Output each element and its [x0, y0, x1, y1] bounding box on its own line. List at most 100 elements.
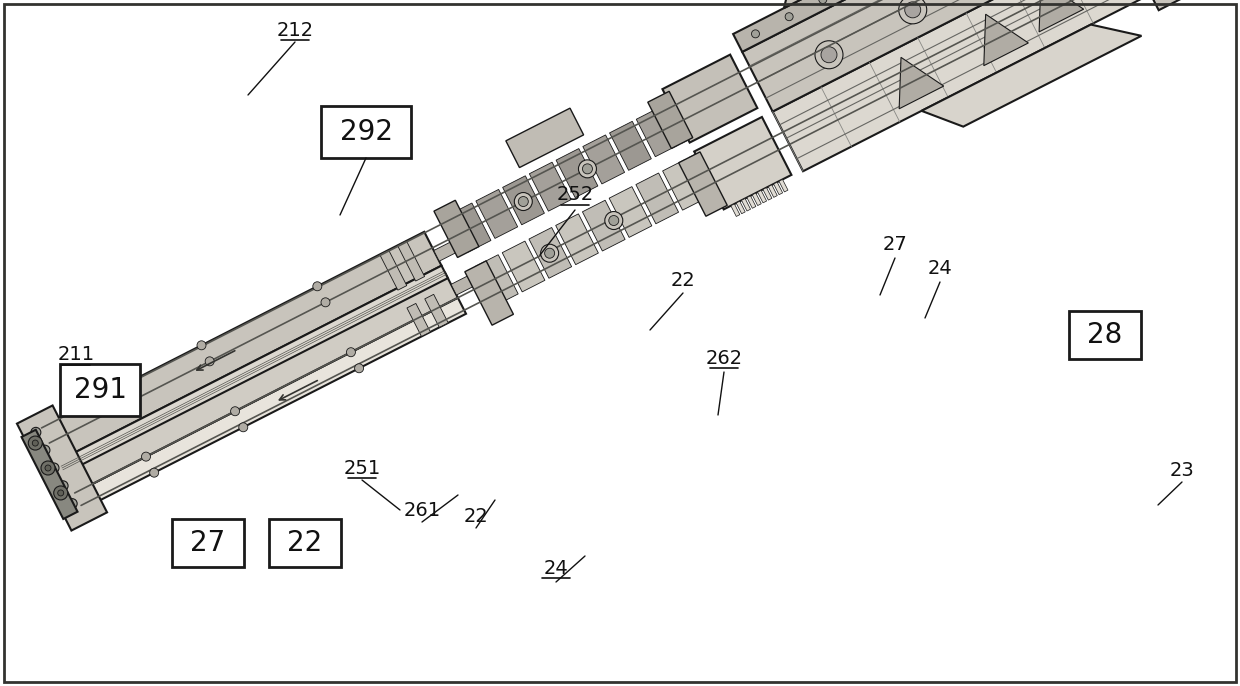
Circle shape [346, 348, 356, 357]
Polygon shape [465, 261, 513, 325]
Circle shape [312, 282, 322, 291]
Circle shape [605, 211, 622, 230]
Text: 261: 261 [403, 501, 440, 519]
Circle shape [50, 463, 60, 473]
Text: 252: 252 [557, 185, 594, 204]
Text: 27: 27 [883, 235, 908, 255]
Polygon shape [636, 173, 678, 224]
Circle shape [905, 2, 921, 18]
FancyBboxPatch shape [1069, 311, 1141, 359]
Circle shape [45, 465, 51, 471]
Circle shape [541, 244, 559, 262]
Polygon shape [636, 108, 678, 156]
Polygon shape [1084, 0, 1230, 10]
Polygon shape [899, 58, 944, 109]
Polygon shape [74, 298, 466, 509]
FancyBboxPatch shape [60, 364, 140, 416]
Polygon shape [689, 145, 732, 196]
Circle shape [821, 47, 837, 62]
Polygon shape [662, 55, 758, 143]
Polygon shape [758, 190, 766, 203]
Polygon shape [529, 228, 572, 279]
Text: 292: 292 [340, 118, 393, 146]
Text: 22: 22 [671, 270, 696, 289]
Circle shape [31, 427, 41, 438]
Circle shape [239, 423, 248, 431]
Polygon shape [407, 303, 430, 336]
Polygon shape [983, 14, 1028, 66]
Circle shape [141, 452, 150, 461]
Polygon shape [730, 204, 740, 217]
Circle shape [58, 481, 68, 490]
Polygon shape [58, 265, 448, 473]
Polygon shape [379, 250, 407, 290]
Circle shape [785, 13, 794, 21]
Circle shape [355, 364, 363, 372]
Circle shape [117, 402, 125, 411]
Polygon shape [610, 121, 651, 170]
Polygon shape [662, 159, 706, 210]
Polygon shape [733, 0, 1081, 52]
Text: 211: 211 [57, 346, 94, 364]
Circle shape [899, 0, 926, 24]
Circle shape [58, 490, 63, 496]
Circle shape [578, 160, 596, 178]
Text: 23: 23 [1169, 460, 1194, 480]
Text: 24: 24 [928, 259, 952, 278]
Circle shape [29, 436, 42, 450]
Circle shape [67, 499, 77, 508]
Circle shape [108, 386, 117, 395]
Polygon shape [743, 0, 1111, 112]
Circle shape [150, 468, 159, 477]
Polygon shape [753, 193, 761, 206]
Text: 24: 24 [543, 558, 568, 578]
Polygon shape [774, 182, 782, 195]
Polygon shape [17, 405, 107, 530]
Polygon shape [647, 91, 693, 149]
Text: 262: 262 [706, 348, 743, 368]
Text: 22: 22 [464, 506, 489, 525]
Polygon shape [41, 232, 441, 461]
Polygon shape [475, 255, 518, 305]
Text: 27: 27 [191, 529, 226, 557]
Circle shape [321, 298, 330, 307]
Polygon shape [784, 0, 1117, 8]
Text: 212: 212 [277, 21, 314, 40]
Polygon shape [449, 203, 491, 252]
Circle shape [205, 357, 215, 366]
Polygon shape [773, 0, 1142, 172]
Polygon shape [62, 273, 458, 493]
Circle shape [818, 0, 827, 3]
Text: 251: 251 [343, 458, 381, 477]
Circle shape [815, 40, 843, 69]
FancyBboxPatch shape [269, 519, 341, 567]
Polygon shape [556, 149, 598, 198]
Polygon shape [434, 241, 459, 261]
Polygon shape [921, 25, 1142, 127]
Text: 22: 22 [288, 529, 322, 557]
Circle shape [40, 445, 50, 456]
Polygon shape [763, 187, 773, 200]
Polygon shape [21, 429, 78, 519]
FancyBboxPatch shape [172, 519, 244, 567]
Polygon shape [425, 294, 448, 327]
Circle shape [41, 461, 55, 475]
Circle shape [231, 407, 239, 416]
Polygon shape [609, 187, 652, 237]
Polygon shape [451, 274, 476, 295]
Text: 28: 28 [1087, 321, 1122, 349]
Circle shape [197, 341, 206, 350]
Circle shape [515, 193, 532, 211]
Polygon shape [506, 108, 584, 167]
Circle shape [609, 215, 619, 226]
Polygon shape [502, 176, 544, 225]
Polygon shape [742, 198, 750, 211]
Polygon shape [434, 200, 479, 257]
Polygon shape [583, 135, 625, 184]
Text: 291: 291 [73, 376, 126, 404]
Polygon shape [694, 117, 791, 209]
Polygon shape [583, 200, 625, 251]
Circle shape [32, 440, 38, 446]
Circle shape [544, 248, 554, 258]
Polygon shape [678, 152, 728, 216]
